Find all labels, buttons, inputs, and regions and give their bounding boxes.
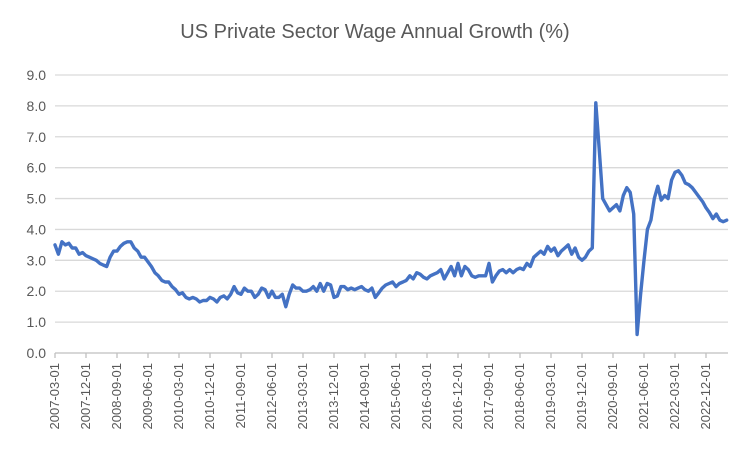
- y-tick-label: 0.0: [27, 345, 47, 361]
- x-tick-label: 2007-12-01: [78, 363, 93, 430]
- x-tick-label: 2010-03-01: [171, 363, 186, 430]
- x-tick-label: 2013-12-01: [326, 363, 341, 430]
- x-tick-label: 2022-12-01: [698, 363, 713, 430]
- x-tick-label: 2015-06-01: [388, 363, 403, 430]
- x-tick-label: 2021-06-01: [636, 363, 651, 430]
- x-tick-label: 2016-12-01: [450, 363, 465, 430]
- x-tick-label: 2016-03-01: [419, 363, 434, 430]
- wage-growth-series-line: [53, 101, 729, 337]
- x-tick-label: 2022-03-01: [667, 363, 682, 430]
- chart-title: US Private Sector Wage Annual Growth (%): [180, 21, 569, 43]
- y-tick-label: 2.0: [27, 283, 47, 299]
- x-tick-label: 2019-12-01: [574, 363, 589, 430]
- x-tick-label: 2018-06-01: [512, 363, 527, 430]
- x-tick-label: 2007-03-01: [47, 363, 62, 430]
- x-axis-tick-labels: 2007-03-01 2007-12-01 2008-09-01 2009-06-01…: [47, 363, 713, 430]
- x-tick-label: 2009-06-01: [140, 363, 155, 430]
- x-tick-label: 2017-09-01: [481, 363, 496, 430]
- y-tick-label: 7.0: [27, 129, 47, 145]
- y-tick-label: 3.0: [27, 252, 47, 268]
- y-tick-label: 6.0: [27, 160, 47, 176]
- x-tick-label: 2012-06-01: [264, 363, 279, 430]
- data-series: [53, 101, 729, 337]
- x-tick-label: 2019-03-01: [543, 363, 558, 430]
- y-tick-label: 1.0: [27, 314, 47, 330]
- x-tick-label: 2010-12-01: [202, 363, 217, 430]
- y-tick-label: 8.0: [27, 98, 47, 114]
- x-tick-label: 2011-09-01: [233, 363, 248, 429]
- x-tick-label: 2020-09-01: [605, 363, 620, 430]
- y-tick-label: 5.0: [27, 191, 47, 207]
- x-tick-label: 2008-09-01: [109, 363, 124, 430]
- x-tick-label: 2013-03-01: [295, 363, 310, 430]
- x-tick-label: 2014-09-01: [357, 363, 372, 430]
- y-axis-tick-labels: 0.0 1.0 2.0 3.0 4.0 5.0 6.0 7.0 8.0 9.0: [27, 67, 47, 361]
- gridlines: [55, 74, 728, 323]
- y-tick-label: 4.0: [27, 221, 47, 237]
- x-axis: [54, 352, 728, 358]
- y-tick-label: 9.0: [27, 67, 47, 83]
